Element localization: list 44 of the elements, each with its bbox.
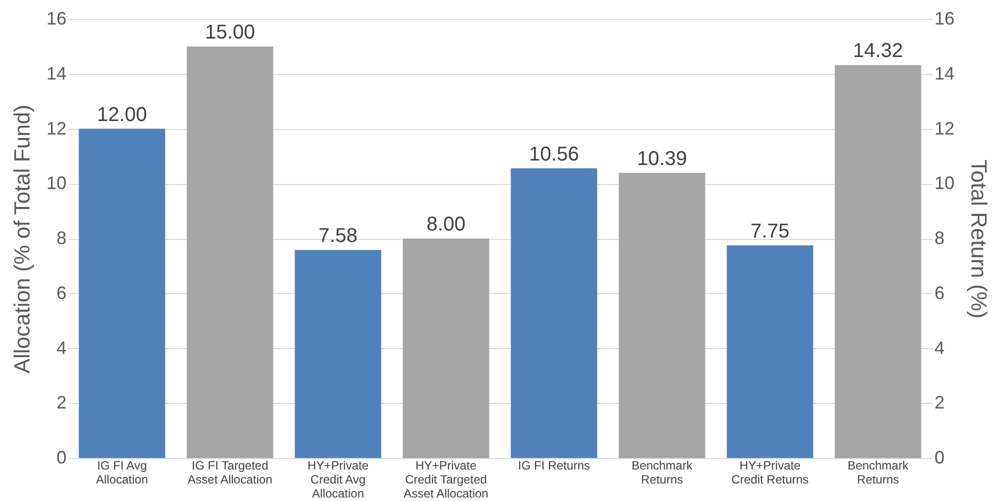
data-label: 10.39 [636,148,688,170]
x-tick-label: HY+Private Credit Avg Allocation [307,458,369,500]
x-tick-label: IG FI Targeted Asset Allocation [188,458,272,486]
x-tick-label: HY+Private Credit Targeted Asset Allocation [404,458,488,500]
y-tick-label: 6 [56,282,66,303]
bar [294,250,382,458]
y-tick-label: 16 [46,8,66,28]
data-label: 8.00 [426,214,466,236]
y2-tick-label: 10 [934,173,955,194]
data-label: 7.75 [750,220,790,242]
y2-tick-label: 14 [934,63,955,84]
bar [618,172,706,458]
y2-tick-label: 4 [934,338,945,358]
x-tick-label: IG FI Returns [518,458,590,472]
y2-axis-title: Total Return (%) [966,160,992,318]
bar [834,65,922,458]
y2-tick-label: 6 [934,282,945,303]
data-label: 7.58 [318,225,358,248]
y2-tick-label: 16 [934,8,955,28]
y-tick-label: 8 [56,228,66,248]
y2-tick-label: 0 [934,448,945,468]
y-tick-label: 2 [56,392,66,413]
y2-tick-label: 12 [934,118,955,138]
y-tick-label: 14 [46,63,66,84]
bar [402,238,490,458]
bar [726,245,814,458]
x-tick-label: IG FI Avg Allocation [96,458,148,486]
y-tick-label: 10 [46,173,66,194]
data-label: 10.56 [528,143,580,166]
x-tick-label: HY+Private Credit Returns [731,458,809,486]
data-label: 14.32 [852,40,904,62]
bar [186,46,274,458]
x-tick-label: Benchmark Returns [632,458,694,486]
y-tick-label: 4 [56,338,66,358]
y-tick-label: 0 [56,448,66,468]
bar [78,128,166,458]
bar [510,168,598,458]
data-label: 15.00 [204,21,256,44]
y-tick-label: 12 [46,118,66,138]
y2-tick-label: 8 [934,228,945,248]
x-tick-label: Benchmark Returns [848,458,910,486]
data-label: 12.00 [96,104,148,126]
y2-tick-label: 2 [934,392,945,413]
y-axis-title: Allocation (% of Total Fund) [9,104,34,374]
